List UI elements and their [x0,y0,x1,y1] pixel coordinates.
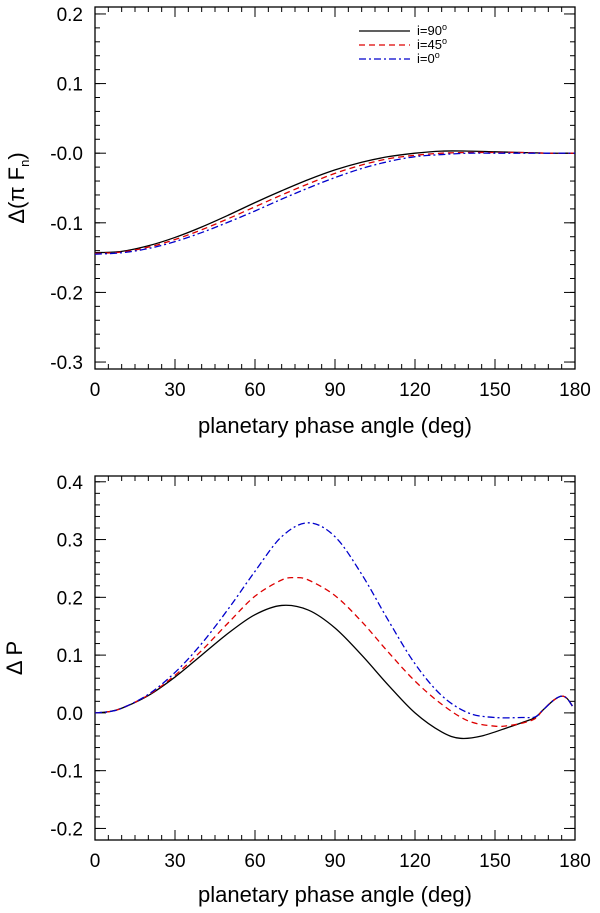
legend-label: i=45o [417,36,447,52]
y-tick-label: 0.1 [57,75,83,96]
y-tick-label: 0.1 [57,646,83,667]
y-axis-title: Δ(π Fn) [4,152,32,223]
y-axis-title: Δ P [2,641,27,675]
y-axis-title-main: Δ(π F [4,167,29,224]
legend-label: i=90o [417,22,447,38]
legend-label: i=0o [417,50,440,66]
series-line-i-45 [94,576,573,728]
x-axis-title: planetary phase angle (deg) [198,413,472,438]
x-tick-label: 60 [244,851,265,872]
x-axis-title: planetary phase angle (deg) [198,882,472,907]
x-tick-label: 120 [399,380,431,401]
x-tick-label: 180 [559,851,591,872]
x-tick-label: 90 [324,380,345,401]
x-tick-label: 0 [90,380,101,401]
y-tick-label: 0.2 [57,588,83,609]
panel-flux: 0.2 0.1 -0.0 -0.1 -0.2 -0.3 0 30 60 90 120 150 180 pl… [4,5,591,438]
y-tick-label: -0.2 [50,819,83,840]
y-axis-title-subscript: n [17,160,32,167]
x-tick-label: 30 [164,380,185,401]
series-line-i-0 [94,522,573,719]
y-tick-label: 0.3 [57,531,83,552]
series-line-i-90 [94,604,573,740]
x-tick-label: 150 [479,380,511,401]
y-tick-label: -0.1 [50,762,83,783]
y-tick-label: 0.0 [57,704,83,725]
x-tick-label: 30 [164,851,185,872]
y-tick-label: 0.2 [57,5,83,26]
x-tick-label: 60 [244,380,265,401]
x-tick-label: 150 [479,851,511,872]
x-tick-label: 180 [559,380,591,401]
y-tick-label: -0.1 [50,214,83,235]
y-tick-label: 0.4 [57,473,84,494]
y-tick-label: -0.2 [50,283,83,304]
series-line-i-0 [94,152,575,255]
y-tick-label: -0.3 [50,353,83,374]
x-tick-label: 90 [324,851,345,872]
panel-polarization: 0.4 0.3 0.2 0.1 0.0 -0.1 -0.2 0 30 60 90 120 150 180 p… [2,473,591,907]
series-line-i-90 [94,150,576,254]
series-line-i-45 [94,151,576,255]
y-tick-label: -0.0 [50,144,83,165]
y-axis-title-close: ) [4,152,29,159]
plot-frame [94,6,576,370]
x-tick-label: 120 [399,851,431,872]
plot-frame [94,475,576,841]
x-tick-label: 0 [90,851,101,872]
